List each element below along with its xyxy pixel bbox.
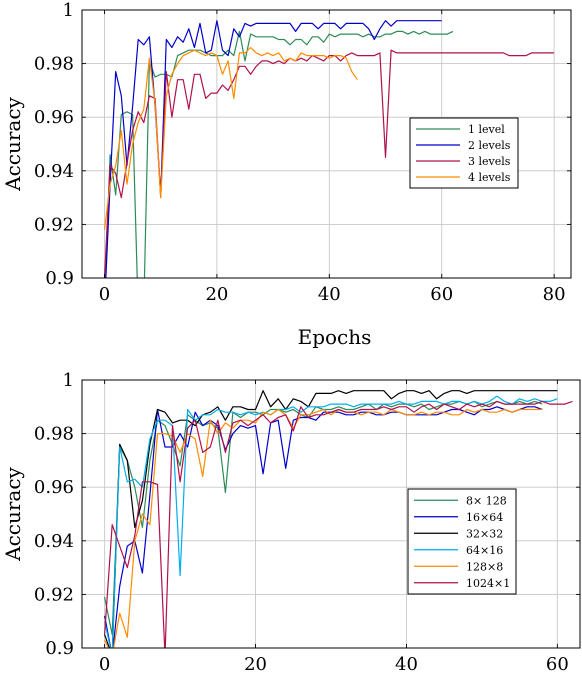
y-tick-label: 0.94 <box>34 531 74 552</box>
series-line-2 <box>104 406 543 648</box>
chart-1: 0 20 40 60 80 0.9 0.92 0.94 0.96 0.98 1 Accuracy Epo… <box>1 0 572 349</box>
legend-label-3: 32×32 <box>466 527 503 540</box>
x-axis-label: Epochs <box>298 325 372 349</box>
series-line-5 <box>104 408 543 648</box>
x-tick-label: 0 <box>99 284 110 305</box>
legend-label-4: 4 levels <box>468 171 511 184</box>
legend-label-2: 16×64 <box>466 511 503 524</box>
x-tick-label: 20 <box>205 284 228 305</box>
legend-label-5: 128×8 <box>466 560 503 573</box>
y-tick-label: 0.9 <box>45 638 74 659</box>
series-line-4 <box>103 46 358 230</box>
x-tick-label: 60 <box>430 284 453 305</box>
x-tick-label: 20 <box>244 654 267 674</box>
x-tick-label: 60 <box>546 654 569 674</box>
y-tick-label: 0.94 <box>34 161 74 182</box>
axes-frame <box>81 9 572 279</box>
series-line-3 <box>104 390 558 648</box>
legend: 1 level 2 levels 3 levels 4 levels <box>409 117 519 189</box>
legend-label-1: 8× 128 <box>466 494 507 507</box>
series-line-1 <box>104 30 454 278</box>
x-tick-label: 40 <box>318 284 341 305</box>
series-line-3 <box>103 49 555 278</box>
y-tick-label: 0.98 <box>34 54 74 75</box>
legend-label-2: 2 levels <box>468 139 511 152</box>
y-tick-label: 0.9 <box>45 268 74 289</box>
legend-label-3: 3 levels <box>468 155 511 168</box>
legend-label-4: 64×16 <box>466 544 503 557</box>
axes-frame <box>81 379 581 649</box>
y-axis-label: Accuracy <box>1 466 25 561</box>
legend-box <box>409 117 519 189</box>
series-group <box>104 390 573 648</box>
y-tick-label: 0.98 <box>34 424 74 445</box>
y-axis-label: Accuracy <box>1 96 25 191</box>
series-group <box>103 20 555 278</box>
x-tick-label: 40 <box>395 654 418 674</box>
y-tick-label: 1 <box>63 370 74 391</box>
y-tick-label: 0.92 <box>34 584 74 605</box>
y-tick-label: 1 <box>63 0 74 21</box>
legend: 8× 128 16×64 32×32 64×16 128×8 1024×1 <box>407 488 517 595</box>
chart-2: 0 20 40 60 0.9 0.92 0.94 0.96 0.98 1 Accuracy 8× 12… <box>1 370 581 675</box>
legend-label-6: 1024×1 <box>466 577 510 590</box>
x-tick-label: 80 <box>543 284 566 305</box>
y-tick-label: 0.96 <box>34 107 74 128</box>
y-tick-label: 0.92 <box>34 214 74 235</box>
legend-box <box>407 488 517 595</box>
series-line-6 <box>104 400 573 648</box>
x-tick-label: 0 <box>99 654 110 674</box>
y-tick-label: 0.96 <box>34 477 74 498</box>
legend-label-1: 1 level <box>468 123 505 136</box>
